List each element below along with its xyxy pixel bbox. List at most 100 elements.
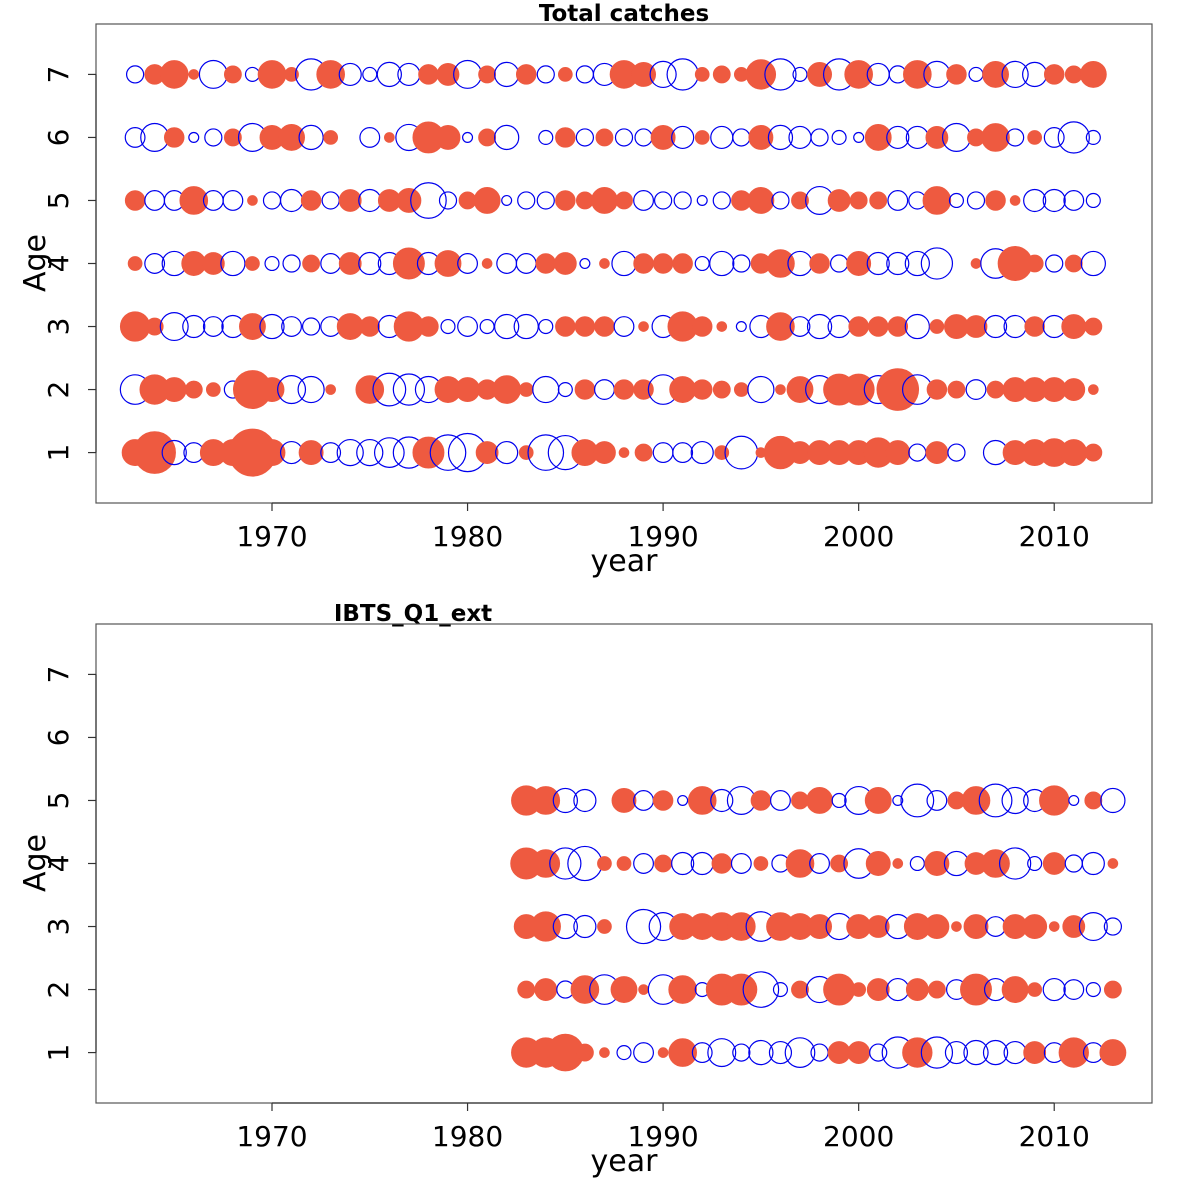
bubble-positive xyxy=(791,980,809,999)
bubble-negative xyxy=(479,318,495,335)
bubble-positive xyxy=(1062,915,1086,938)
bubble-negative xyxy=(732,128,751,147)
bubble-positive xyxy=(534,978,558,1001)
bubble-negative xyxy=(735,321,747,333)
bubble-negative xyxy=(764,58,797,91)
bubble-positive xyxy=(179,186,209,215)
bubble-positive xyxy=(1058,1037,1089,1068)
bubble-negative xyxy=(552,787,578,814)
bubble-negative xyxy=(672,442,694,464)
bubble-negative xyxy=(748,1039,774,1066)
bubble-positive xyxy=(753,856,769,871)
bubble-positive xyxy=(964,315,988,338)
bubble-positive xyxy=(905,978,929,1001)
bubble-negative xyxy=(359,127,381,148)
bubble-positive xyxy=(239,313,266,340)
bubble-positive xyxy=(338,189,362,212)
bubble-positive xyxy=(338,252,362,275)
bubble-positive xyxy=(518,445,534,460)
bubble-negative xyxy=(188,131,200,143)
bubble-negative xyxy=(789,316,811,337)
x-axis: 1970 1980 1990 2000 2010 xyxy=(236,1102,1090,1153)
bubble-negative xyxy=(262,191,282,210)
bubble-negative xyxy=(573,914,597,939)
bubble-positive xyxy=(922,186,952,215)
bubble-positive xyxy=(531,849,561,878)
bubble-positive xyxy=(517,980,536,999)
y-tick-label: 3 xyxy=(42,918,75,936)
bubble-positive xyxy=(903,60,932,89)
y-tick-label: 2 xyxy=(42,981,75,999)
bubble-negative xyxy=(495,440,519,465)
bubble-positive xyxy=(1084,443,1103,462)
bubble-positive xyxy=(652,253,674,274)
bubble-negative xyxy=(616,1045,632,1061)
bubble-positive xyxy=(316,60,345,89)
bubble-negative xyxy=(677,794,689,806)
bubble-positive xyxy=(785,849,815,878)
bubble-positive xyxy=(1048,921,1060,932)
bubble-negative xyxy=(282,254,301,273)
bubble-positive xyxy=(716,321,728,332)
bubble-positive xyxy=(691,316,713,337)
bubble-negative xyxy=(1022,61,1048,88)
bubble-negative xyxy=(392,373,426,406)
bubble-positive xyxy=(830,854,849,873)
bubble-layer xyxy=(510,783,1127,1072)
bubble-positive xyxy=(970,258,982,269)
bubble-negative xyxy=(625,908,662,945)
bubble-positive xyxy=(1088,384,1099,395)
bubble-positive xyxy=(302,254,321,273)
bubble-negative xyxy=(159,312,189,342)
bubble-positive xyxy=(947,380,966,399)
bubble-positive xyxy=(555,316,576,337)
bubble-negative xyxy=(633,190,654,211)
bubble-positive xyxy=(359,316,381,337)
bubble-negative xyxy=(926,790,948,811)
bubble-negative xyxy=(220,250,246,277)
bubble-negative xyxy=(457,316,478,337)
bubble-positive xyxy=(846,251,872,276)
bubble-positive xyxy=(1042,852,1066,875)
bubble-positive xyxy=(727,912,756,941)
bubble-positive xyxy=(570,975,600,1004)
bubble-positive xyxy=(929,319,945,334)
bubble-negative xyxy=(1042,188,1066,213)
bubble-negative xyxy=(1078,912,1108,942)
bubble-positive xyxy=(1039,785,1070,816)
bubble-positive xyxy=(981,849,1010,878)
bubble-positive xyxy=(981,123,1010,152)
x-tick-label: 2000 xyxy=(823,1120,894,1153)
bubble-positive xyxy=(555,190,576,211)
bubble-negative xyxy=(611,250,637,277)
bubble-positive xyxy=(530,911,561,942)
bubble-negative xyxy=(1001,60,1029,89)
bubble-negative xyxy=(690,851,714,876)
bubble-negative xyxy=(259,313,285,340)
bubble-positive xyxy=(1064,65,1083,84)
bubble-negative xyxy=(900,783,935,818)
x-tick-label: 1990 xyxy=(627,520,698,553)
bubble-negative xyxy=(429,434,467,471)
bubble-negative xyxy=(124,127,146,148)
bubble-positive xyxy=(668,1038,697,1067)
bubble-positive xyxy=(258,439,286,466)
bubble-positive xyxy=(946,64,967,85)
bubble-positive xyxy=(278,124,305,151)
bubble-negative xyxy=(440,318,456,335)
bubble-positive xyxy=(355,375,385,404)
bubble-negative xyxy=(527,434,565,471)
bubble-positive xyxy=(747,187,775,214)
bubble-positive xyxy=(766,312,795,341)
bubble-negative xyxy=(810,128,829,147)
bubble-positive xyxy=(848,316,869,337)
bubble-positive xyxy=(436,63,460,86)
bubble-positive xyxy=(654,854,673,873)
bubble-positive xyxy=(633,253,654,274)
bubble-negative xyxy=(998,847,1032,880)
bubble-positive xyxy=(694,130,710,145)
bubble-positive xyxy=(336,313,364,340)
bubble-negative xyxy=(372,372,407,407)
bubble-positive xyxy=(599,1047,610,1058)
bubble-negative xyxy=(362,66,378,82)
